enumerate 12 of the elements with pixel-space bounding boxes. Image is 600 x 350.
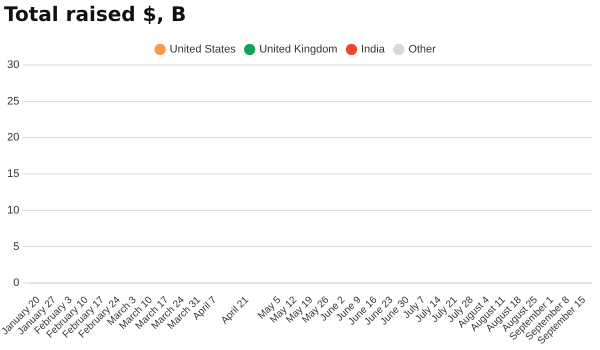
legend-label: Other [408, 44, 436, 56]
legend-label: United Kingdom [259, 44, 338, 56]
y-tick-label: 20 [7, 132, 20, 144]
y-tick-label: 0 [13, 277, 20, 290]
y-tick-label: 15 [7, 168, 20, 180]
y-tick-label: 30 [7, 59, 20, 72]
legend-label: United States [170, 44, 236, 56]
legend-label: India [360, 44, 386, 56]
chart-title: Total raised $, B [4, 2, 186, 26]
y-tick-label: 5 [13, 240, 20, 253]
y-tick-label: 25 [7, 95, 20, 108]
y-tick-label: 10 [7, 204, 20, 216]
